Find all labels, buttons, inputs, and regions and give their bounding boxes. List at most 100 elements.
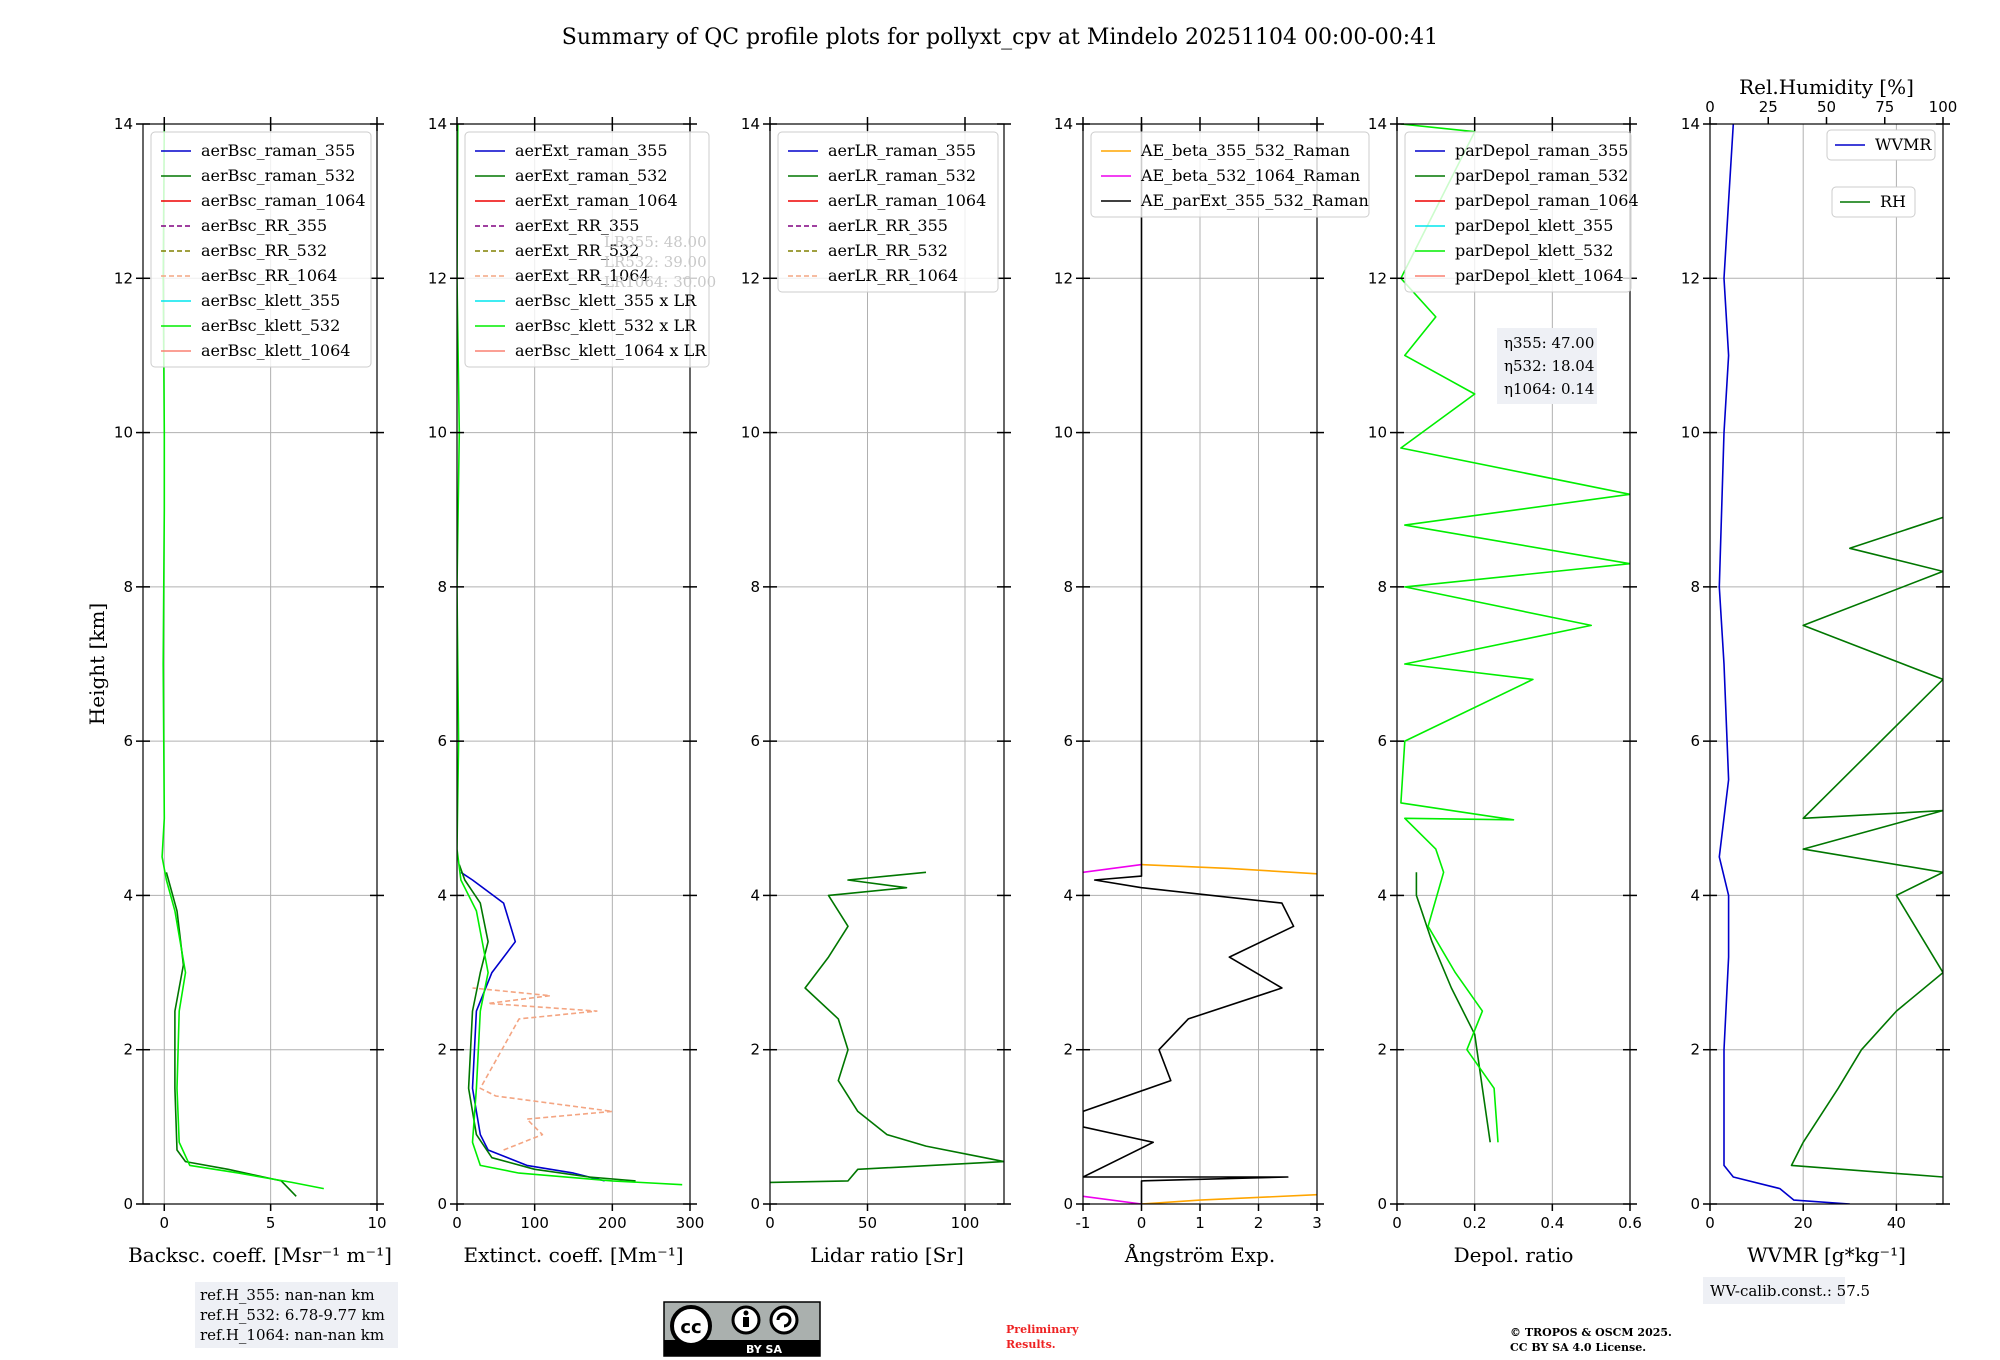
- ytick-label: 0: [123, 1195, 133, 1213]
- legend-entry: parDepol_klett_355: [1455, 216, 1613, 235]
- legend-entry: aerExt_RR_355: [515, 216, 639, 235]
- legend-entry: aerBsc_klett_1064 x LR: [515, 341, 707, 360]
- ref-height-box: ref.H_355: nan-nan km ref.H_532: 6.78-9.…: [195, 1282, 398, 1348]
- ytick-label: 2: [750, 1041, 760, 1059]
- xtick-label: 100: [951, 1214, 980, 1232]
- series-aerBsc_raman_532: [165, 872, 297, 1197]
- legend-entry: aerBsc_klett_1064: [201, 341, 350, 360]
- ytick-label: 2: [1690, 1041, 1700, 1059]
- ytick-label: 10: [1681, 424, 1700, 442]
- ytick-label: 6: [1377, 732, 1387, 750]
- xtick-label: 10: [367, 1214, 386, 1232]
- series-RH: [1790, 516, 1943, 1178]
- legend-entry: AE_parExt_355_532_Raman: [1140, 191, 1369, 210]
- ytick-label: 14: [1054, 115, 1073, 133]
- legend-wv: WVMR RH: [1826, 129, 1936, 218]
- ytick-label: 0: [1377, 1195, 1387, 1213]
- x-axis-label: Extinct. coeff. [Mm⁻¹]: [463, 1243, 683, 1267]
- ytick-label: 12: [114, 269, 133, 287]
- legend-entry: aerExt_raman_355: [515, 141, 668, 160]
- legend-entry: aerLR_RR_532: [828, 241, 948, 260]
- ytick-label: 14: [741, 115, 760, 133]
- top-xtick-label: 100: [1929, 98, 1958, 116]
- legend-entry: aerBsc_raman_1064: [201, 191, 366, 210]
- ytick-label: 8: [1063, 578, 1073, 596]
- legend-entry: parDepol_klett_1064: [1455, 266, 1624, 285]
- copyright-note: © TROPOS & OSCM 2025. CC BY SA 4.0 Licens…: [1510, 1326, 1672, 1354]
- series-AE_beta_532_1064_Raman: [1083, 1195, 1142, 1204]
- legend-entry: aerBsc_klett_355 x LR: [515, 291, 697, 310]
- legend-entry: parDepol_raman_532: [1455, 166, 1628, 185]
- panel-bsc: 0 2 4 6 8 10 12 14 0 5 10 Backsc. coeff. [Msr⁻¹ m⁻¹…: [85, 115, 392, 1267]
- legend-ext: aerExt_raman_355 aerExt_raman_532 aerExt_r…: [464, 131, 710, 368]
- series-aerLR_raman_532: [770, 871, 1004, 1184]
- legend-entry: aerLR_raman_532: [828, 166, 976, 185]
- x-axis-label: Backsc. coeff. [Msr⁻¹ m⁻¹]: [128, 1243, 392, 1267]
- ytick-label: 10: [741, 424, 760, 442]
- ytick-label: 12: [1681, 269, 1700, 287]
- x-axis-label: Lidar ratio [Sr]: [810, 1243, 964, 1267]
- axes-frame: [1396, 123, 1631, 1205]
- ytick-label: 2: [437, 1041, 447, 1059]
- legend-entry: aerLR_RR_1064: [828, 266, 958, 285]
- series-aerBsc_klett_532 x LR: [457, 124, 683, 1186]
- copy-line: © TROPOS & OSCM 2025.: [1510, 1326, 1672, 1339]
- series-parDepol_klett_532: [1400, 124, 1630, 1143]
- ytick-label: 2: [1063, 1041, 1073, 1059]
- figure-title: Summary of QC profile plots for pollyxt_…: [562, 25, 1438, 50]
- y-axis-label: Height [km]: [85, 603, 109, 725]
- xtick-label: 0.6: [1618, 1214, 1642, 1232]
- ytick-label: 12: [741, 269, 760, 287]
- xtick-label: 100: [520, 1214, 549, 1232]
- ytick-label: 10: [114, 424, 133, 442]
- xtick-label: 2: [1254, 1214, 1264, 1232]
- ytick-label: 4: [437, 886, 447, 904]
- ytick-label: 10: [1054, 424, 1073, 442]
- ytick-label: 10: [428, 424, 447, 442]
- ytick-label: 14: [114, 115, 133, 133]
- xtick-label: 0: [765, 1214, 775, 1232]
- series-AE_parExt_355_532_Raman: [1083, 124, 1295, 1204]
- legend-ae: AE_beta_355_532_Raman AE_beta_532_1064_Ra…: [1090, 131, 1370, 218]
- legend-entry: aerBsc_RR_355: [201, 216, 327, 235]
- x-axis-label: WVMR [g*kg⁻¹]: [1747, 1243, 1906, 1267]
- ytick-label: 4: [1377, 886, 1387, 904]
- axes-frame: [769, 123, 1005, 1205]
- series-parDepol_raman_532: [1415, 872, 1491, 1143]
- ytick-label: 2: [1377, 1041, 1387, 1059]
- prelim-line: Results.: [1006, 1338, 1056, 1351]
- ytick-label: 12: [1054, 269, 1073, 287]
- cc-license-badge: cc BY SA: [663, 1301, 821, 1357]
- eta-note: η532: 18.04: [1504, 357, 1594, 375]
- legend-entry: parDepol_klett_532: [1455, 241, 1613, 260]
- legend-entry: aerExt_RR_1064: [515, 266, 650, 285]
- ytick-label: 6: [123, 732, 133, 750]
- top-xtick-label: 50: [1817, 98, 1836, 116]
- top-axis-label: Rel.Humidity [%]: [1739, 75, 1914, 99]
- legend-entry: aerBsc_RR_1064: [201, 266, 337, 285]
- legend-entry: parDepol_raman_355: [1455, 141, 1628, 160]
- sa-icon: [769, 1305, 799, 1335]
- ytick-label: 0: [1690, 1195, 1700, 1213]
- xtick-label: 0.2: [1463, 1214, 1487, 1232]
- series-AE_beta_532_1064_Raman: [1083, 863, 1142, 874]
- legend-entry: WVMR: [1875, 135, 1932, 154]
- legend-entry: aerExt_raman_1064: [515, 191, 678, 210]
- xtick-label: 1: [1195, 1214, 1205, 1232]
- series-WVMR: [1718, 124, 1850, 1204]
- legend-entry: aerExt_raman_532: [515, 166, 668, 185]
- eta-note: η355: 47.00: [1504, 334, 1594, 352]
- top-xtick-label: 25: [1759, 98, 1778, 116]
- panel-lr: 0 2 4 6 8 10 12 14 0 50 100 Lidar ratio [Sr] aerLR_r…: [741, 115, 1011, 1267]
- ytick-label: 4: [123, 886, 133, 904]
- ytick-label: 0: [750, 1195, 760, 1213]
- xtick-label: 40: [1887, 1214, 1906, 1232]
- ytick-label: 0: [1063, 1195, 1073, 1213]
- legend-entry: aerBsc_klett_532 x LR: [515, 316, 697, 335]
- svg-text:cc: cc: [680, 1317, 701, 1338]
- xtick-label: 3: [1312, 1214, 1322, 1232]
- ytick-label: 14: [1368, 115, 1387, 133]
- ytick-label: 8: [123, 578, 133, 596]
- legend-entry: aerLR_raman_1064: [828, 191, 986, 210]
